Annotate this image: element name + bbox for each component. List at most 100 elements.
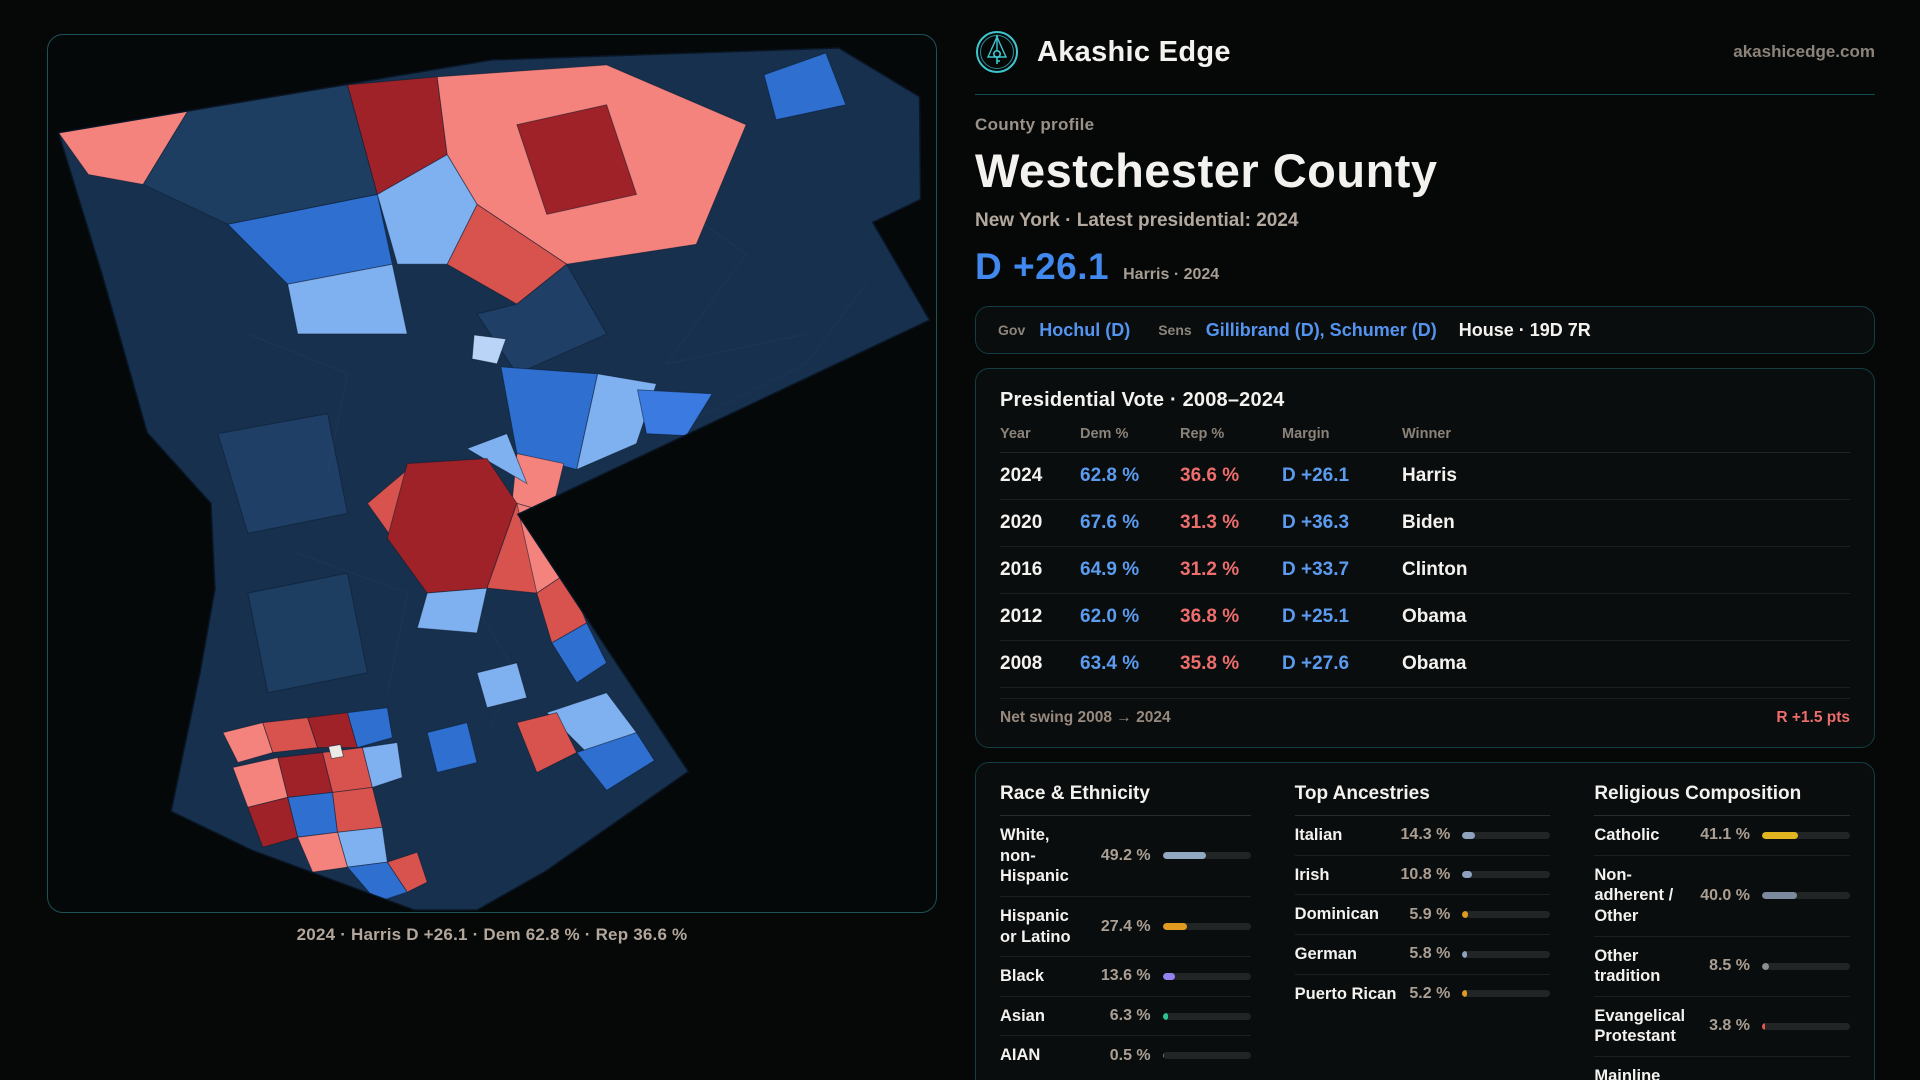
governor-link[interactable]: Hochul (D)	[1039, 319, 1131, 340]
site-title: Akashic Edge	[1037, 35, 1231, 68]
stat-value: 3.8 %	[1709, 1017, 1750, 1035]
cell-rep: 31.2 %	[1180, 559, 1240, 580]
stat-label: Hispanic or Latino	[1000, 906, 1071, 946]
cell-win: Clinton	[1402, 559, 1468, 580]
cell-win: Obama	[1402, 606, 1467, 627]
cell-year: 2008	[1000, 653, 1043, 674]
cell-mgn: D +26.1	[1282, 465, 1350, 486]
stat-label: Other tradition	[1594, 946, 1661, 986]
stat-row: AIAN 0.5 %	[1000, 1036, 1251, 1075]
page-title: Westchester County	[975, 144, 1438, 197]
officials-bar: Gov Hochul (D) Sens Gillibrand (D), Schu…	[975, 306, 1875, 354]
cell-year: 2024	[1000, 465, 1043, 486]
stat-label: White, non-Hispanic	[1000, 826, 1069, 886]
stat-row: Hispanic or Latino 27.4 %	[1000, 897, 1251, 958]
stat-bar	[1162, 852, 1251, 860]
table-row: 2016 64.9 % 31.2 % D +33.7 Clinton	[1000, 547, 1850, 594]
cell-win: Biden	[1402, 512, 1455, 533]
cell-rep: 36.6 %	[1180, 465, 1240, 486]
stat-label: Catholic	[1594, 826, 1660, 844]
precinct-choropleth-map[interactable]	[48, 35, 936, 912]
stat-value: 49.2 %	[1100, 846, 1151, 864]
stat-value: 13.6 %	[1100, 967, 1151, 985]
site-domain-link[interactable]: akashicedge.com	[1733, 42, 1875, 61]
cell-year: 2012	[1000, 606, 1043, 627]
stat-value: 0.5 %	[1109, 1046, 1151, 1064]
stat-bar	[1762, 962, 1850, 970]
margin-value: D +26.1	[975, 246, 1110, 287]
stat-row: Other tradition 8.5 %	[1594, 937, 1850, 997]
stat-label: Dominican	[1294, 905, 1380, 924]
column-header: Dem %	[1080, 426, 1129, 442]
stat-label: German	[1294, 944, 1358, 963]
stat-bar	[1462, 831, 1551, 839]
stat-value: 5.8 %	[1409, 945, 1451, 963]
stat-row: White, non-Hispanic 49.2 %	[1000, 816, 1251, 897]
stat-bar	[1162, 923, 1251, 930]
sens-label: Sens	[1158, 322, 1192, 338]
stat-label: AIAN	[1000, 1046, 1041, 1065]
cell-dem: 63.4 %	[1080, 653, 1140, 674]
eyebrow-label: County profile	[975, 115, 1095, 134]
stat-row: Puerto Rican 5.2 %	[1295, 975, 1551, 1014]
stat-column-title: Top Ancestries	[1294, 783, 1551, 816]
stat-row: German 5.8 %	[1294, 935, 1551, 975]
table-header: Year Dem % Rep % Margin Winner	[1000, 426, 1850, 453]
cell-rep: 35.8 %	[1180, 653, 1240, 674]
senators-link[interactable]: Gillibrand (D), Schumer (D)	[1205, 319, 1437, 340]
stat-row: Irish 10.8 %	[1294, 856, 1551, 896]
stat-row: Evangelical Protestant 3.8 %	[1594, 997, 1850, 1057]
gov-label: Gov	[998, 322, 1026, 338]
column-header: Year	[1000, 426, 1031, 442]
cell-dem: 67.6 %	[1080, 512, 1140, 533]
stat-bar	[1462, 950, 1551, 958]
stat-row: Italian 14.3 %	[1294, 816, 1551, 856]
cell-win: Obama	[1402, 653, 1467, 674]
stat-value: 5.9 %	[1409, 905, 1451, 923]
net-swing-label: Net swing 2008 → 2024	[1000, 709, 1171, 726]
stat-column: Religious Composition Catholic 41.1 % Non-a…	[1594, 783, 1850, 1080]
site-header: Akashic Edge akashicedge.com	[975, 30, 1875, 95]
stat-value: 40.0 %	[1700, 886, 1750, 904]
stat-column-title: Race & Ethnicity	[1000, 783, 1251, 816]
house-delegation: House · 19D 7R	[1458, 319, 1591, 340]
stat-label: Mainline Protestant	[1594, 1067, 1661, 1080]
presidential-vote-panel: Presidential Vote · 2008–2024 Year Dem % R…	[975, 368, 1875, 748]
cell-mgn: D +36.3	[1282, 512, 1350, 533]
margin-note: Harris · 2024	[1123, 266, 1220, 283]
stat-column: Top Ancestries Italian 14.3 % Irish 10.8 % Do…	[1294, 783, 1551, 1014]
stat-value: 6.3 %	[1109, 1007, 1151, 1025]
stat-bar	[1162, 1012, 1251, 1020]
table-body: 2024 62.8 % 36.6 % D +26.1 Harris 2020 67.6 % 3…	[1000, 453, 1850, 688]
cell-win: Harris	[1402, 465, 1457, 486]
cell-mgn: D +33.7	[1282, 559, 1350, 580]
cell-dem: 62.8 %	[1080, 465, 1140, 486]
net-swing-row: Net swing 2008 → 2024 R +1.5 pts	[1000, 698, 1850, 733]
stat-bar	[1462, 871, 1551, 879]
presidential-vote-title: Presidential Vote · 2008–2024	[1000, 389, 1285, 411]
stat-row: Catholic 41.1 %	[1594, 816, 1850, 856]
akashic-emblem-icon	[976, 31, 1018, 73]
stat-label: Irish	[1294, 865, 1330, 884]
stat-bar	[1162, 972, 1251, 980]
column-header: Winner	[1402, 426, 1452, 442]
stat-column: Race & Ethnicity White, non-Hispanic 49.2 …	[1000, 783, 1251, 1075]
stat-row: Black 13.6 %	[1000, 957, 1251, 997]
table-row: 2008 63.4 % 35.8 % D +27.6 Obama	[1000, 641, 1850, 688]
cell-year: 2020	[1000, 512, 1043, 533]
cell-rep: 36.8 %	[1180, 606, 1240, 627]
profile-column: Akashic Edge akashicedge.com County prof…	[975, 30, 1875, 1080]
precinct-map-card	[47, 34, 937, 913]
stat-bar	[1462, 911, 1551, 919]
stat-value: 14.3 %	[1400, 826, 1451, 844]
subtitle: New York · Latest presidential: 2024	[975, 210, 1299, 231]
demographics-panel: Race & Ethnicity White, non-Hispanic 49.2 …	[975, 762, 1875, 1080]
stat-label: Puerto Rican	[1294, 984, 1397, 1003]
cell-dem: 64.9 %	[1080, 559, 1140, 580]
stat-value: 8.5 %	[1709, 957, 1750, 975]
cell-mgn: D +25.1	[1282, 606, 1350, 627]
net-swing-value: R +1.5 pts	[1776, 709, 1850, 726]
cell-mgn: D +27.6	[1282, 653, 1350, 674]
stat-bar	[1462, 990, 1551, 998]
